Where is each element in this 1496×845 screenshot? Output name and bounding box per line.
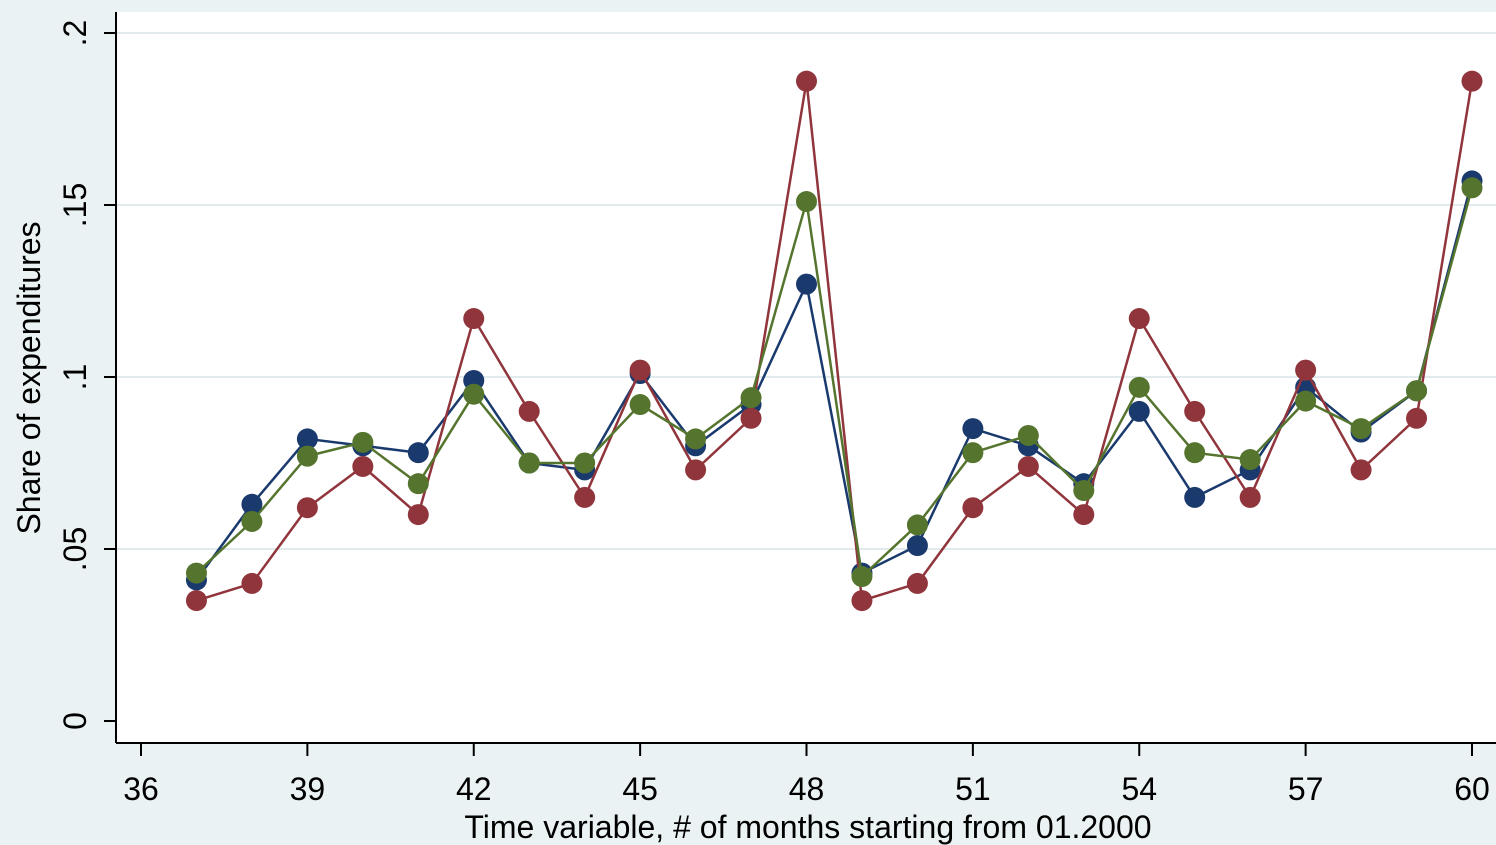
data-point (1239, 486, 1261, 508)
data-point (740, 407, 762, 429)
y-axis-title: Share of expenditures (11, 221, 47, 534)
data-point (796, 70, 817, 92)
x-tick-label: 42 (456, 771, 492, 807)
data-point (296, 445, 318, 467)
data-point (906, 535, 928, 557)
data-point (518, 452, 540, 474)
x-tick-label: 36 (123, 771, 159, 807)
data-point (352, 455, 374, 477)
data-point (1350, 459, 1372, 481)
data-point (574, 452, 596, 474)
y-tick-label: .05 (57, 527, 93, 571)
data-point (1461, 177, 1483, 199)
data-point (1128, 376, 1150, 398)
x-tick-label: 51 (955, 771, 991, 807)
data-point (463, 308, 485, 330)
data-point (185, 590, 207, 612)
data-point (1128, 400, 1150, 422)
x-tick-label: 48 (789, 771, 825, 807)
data-point (740, 387, 762, 409)
data-point (906, 514, 928, 536)
data-point (241, 510, 263, 532)
data-point (296, 428, 318, 450)
data-point (962, 497, 984, 519)
y-tick-label: .15 (57, 183, 93, 227)
series-line (196, 80, 1474, 603)
data-point (1406, 407, 1428, 429)
data-point (463, 383, 485, 405)
data-point (1184, 486, 1206, 508)
data-point (1184, 442, 1206, 464)
x-tick-label: 60 (1454, 771, 1490, 807)
x-axis-ticks: 36 39 42 45 48 51 54 57 60 (123, 743, 1490, 807)
data-point (241, 493, 263, 515)
data-point (352, 431, 374, 453)
data-point (1406, 380, 1428, 402)
data-point (962, 442, 984, 464)
data-point (574, 486, 596, 508)
data-point (796, 191, 817, 213)
data-point (1128, 308, 1150, 330)
data-point (1461, 70, 1483, 92)
data-point (241, 572, 263, 594)
data-point (685, 428, 707, 450)
series-line (195, 187, 1474, 580)
data-point (685, 459, 707, 481)
data-point (296, 497, 318, 519)
x-tick-label: 45 (622, 771, 658, 807)
data-point (629, 394, 651, 416)
y-tick-label: .1 (57, 364, 93, 391)
data-point (1295, 390, 1317, 412)
data-point (1350, 418, 1372, 440)
data-point (629, 359, 651, 381)
data-point (1017, 455, 1039, 477)
y-tick-label: 0 (57, 712, 93, 730)
series-2 (185, 70, 1483, 612)
x-tick-label: 54 (1121, 771, 1157, 807)
data-point (185, 562, 207, 584)
data-point (407, 442, 429, 464)
data-point (1073, 480, 1095, 502)
data-point (1295, 359, 1317, 381)
y-axis-ticks: 0 .05 .1 .15 .2 (57, 20, 116, 730)
x-tick-label: 57 (1288, 771, 1324, 807)
data-point (962, 418, 984, 440)
x-tick-label: 39 (290, 771, 326, 807)
data-point (1017, 424, 1039, 446)
series-group (185, 70, 1483, 612)
data-point (1073, 504, 1095, 526)
data-point (1184, 400, 1206, 422)
x-axis-title: Time variable, # of months starting from… (464, 809, 1151, 845)
data-point (906, 572, 928, 594)
data-point (1239, 449, 1261, 471)
data-point (796, 273, 817, 295)
y-tick-label: .2 (57, 20, 93, 47)
data-point (851, 590, 873, 612)
series-3 (185, 177, 1483, 588)
data-point (518, 400, 540, 422)
data-point (407, 504, 429, 526)
data-point (851, 566, 873, 588)
data-point (407, 473, 429, 495)
